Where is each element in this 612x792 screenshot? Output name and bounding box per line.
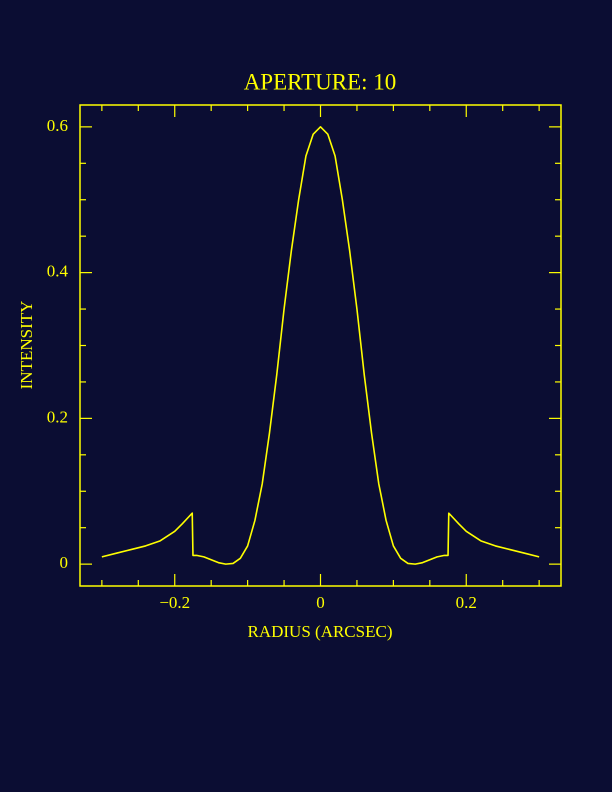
x-tick-label: 0.2: [456, 593, 477, 612]
y-tick-label: 0: [60, 553, 69, 572]
x-tick-label: 0: [316, 593, 325, 612]
y-tick-label: 0.4: [47, 262, 69, 281]
x-tick-label: −0.2: [159, 593, 190, 612]
data-line: [101, 126, 540, 565]
x-axis-label: RADIUS (ARCSEC): [248, 622, 393, 641]
chart-title: APERTURE: 10: [244, 69, 397, 94]
y-tick-label: 0.6: [47, 116, 68, 135]
y-axis-label: INTENSITY: [17, 301, 36, 390]
y-tick-label: 0.2: [47, 407, 68, 426]
